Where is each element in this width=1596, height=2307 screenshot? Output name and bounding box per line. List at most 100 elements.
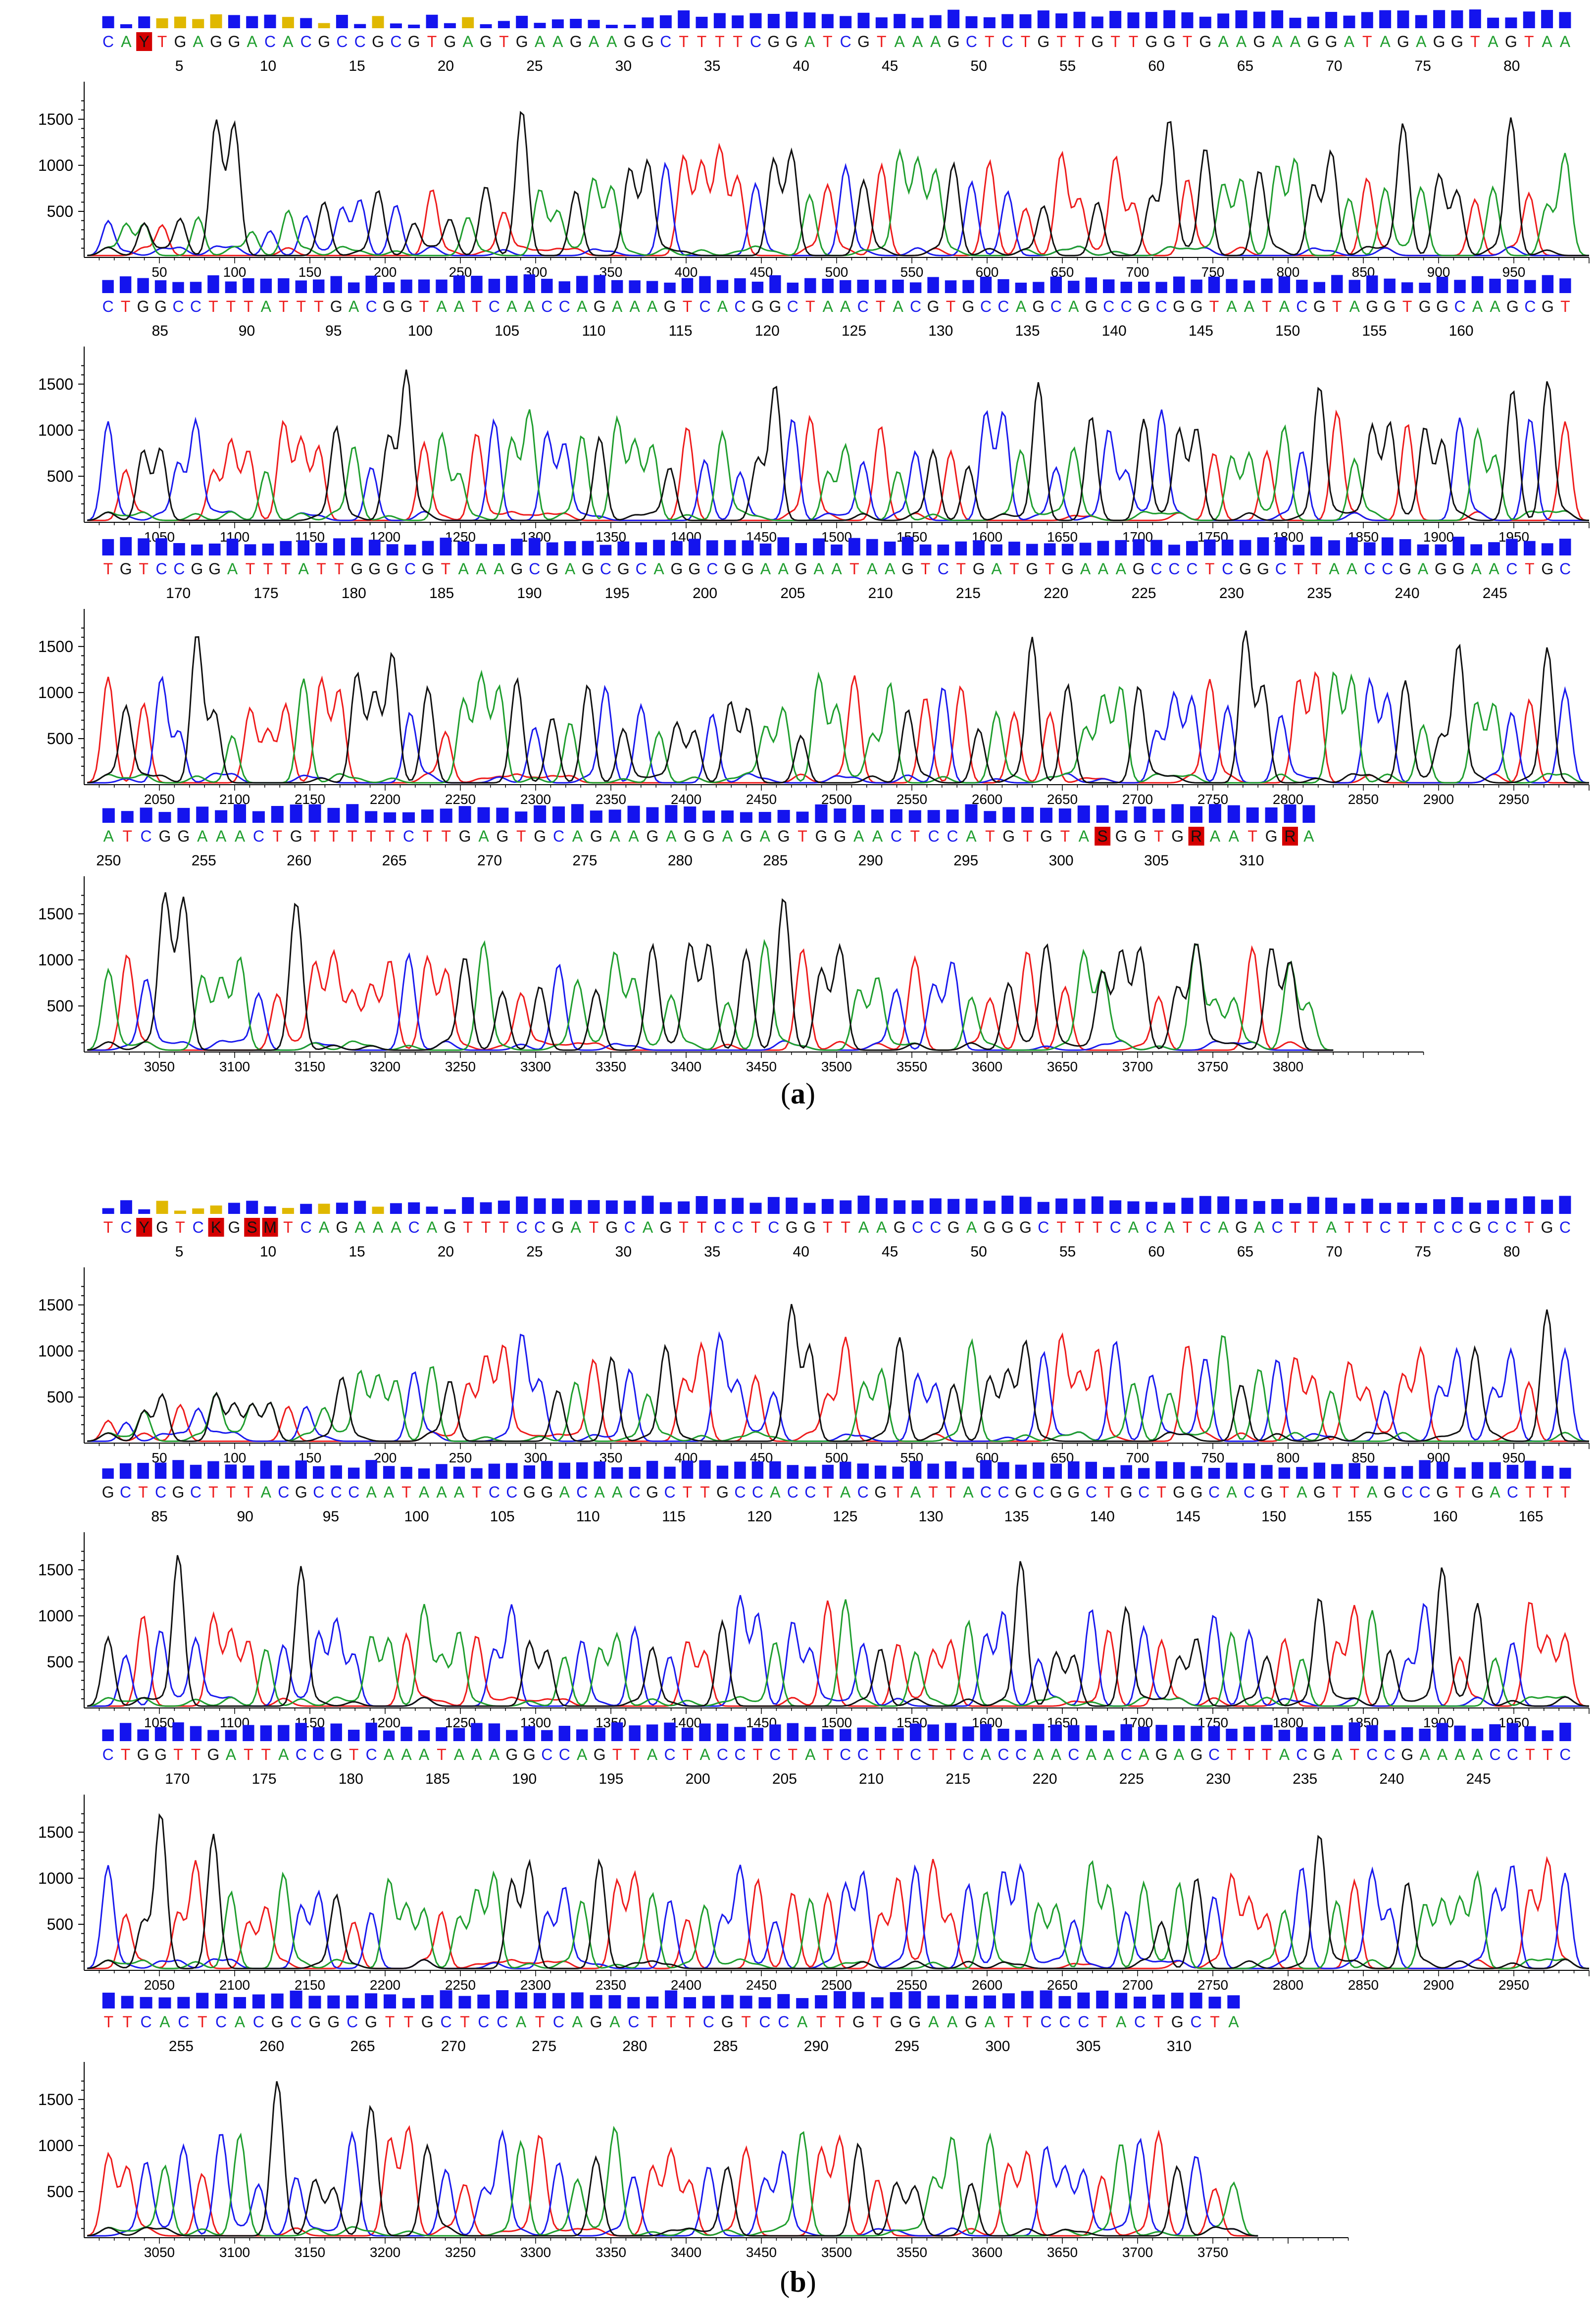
position-tick-label: 290 (804, 2038, 829, 2055)
x-tick-label: 1900 (1423, 529, 1454, 545)
position-tick-label: 295 (953, 853, 978, 869)
quality-bar (804, 1466, 816, 1479)
quality-bar (154, 1462, 167, 1479)
x-tick-label: 2950 (1498, 1977, 1529, 1993)
quality-bar (973, 540, 985, 555)
quality-bar (1293, 545, 1305, 555)
base-call: T (175, 1218, 185, 1236)
base-call: G (1173, 1483, 1185, 1501)
base-call: C (1156, 298, 1167, 315)
position-tick-label: 310 (1239, 853, 1264, 869)
x-tick-label: 2150 (295, 1977, 325, 1993)
base-call: A (606, 33, 617, 50)
base-call: A (647, 298, 658, 315)
base-call: A (1303, 827, 1314, 845)
position-tick-label: 225 (1119, 1771, 1144, 1787)
quality-bar (172, 1460, 184, 1479)
quality-bar (523, 1726, 536, 1741)
quality-bar (840, 16, 852, 28)
quality-bar (493, 544, 505, 555)
quality-bar (1489, 278, 1501, 293)
position-tick-label: 65 (1237, 1244, 1253, 1260)
quality-bar (1186, 541, 1198, 555)
x-tick-label: 2350 (596, 792, 626, 807)
base-call: A (463, 33, 474, 50)
quality-bar (1523, 1196, 1535, 1214)
quality-bar (1325, 1198, 1338, 1214)
quality-bar (207, 1730, 219, 1741)
base-call: C (102, 298, 114, 315)
quality-bar (909, 1461, 922, 1479)
quality-bar (716, 1723, 729, 1741)
quality-bar (1348, 1463, 1360, 1479)
quality-bar (702, 1996, 715, 2008)
base-call: C (1186, 560, 1197, 578)
quality-bar (1033, 282, 1045, 293)
quality-bar (308, 804, 321, 823)
base-call: T (788, 1746, 798, 1763)
position-tick-label: 160 (1449, 323, 1474, 339)
base-call: A (391, 1218, 401, 1236)
quality-bar (1058, 808, 1071, 823)
quality-bar (516, 15, 528, 28)
quality-bar (1379, 1203, 1392, 1214)
quality-bar (121, 1996, 134, 2008)
base-call: C (980, 298, 992, 315)
quality-bar (803, 12, 816, 28)
quality-bar (348, 1467, 360, 1479)
quality-bar (282, 17, 294, 28)
x-tick-label: 2250 (445, 1977, 476, 1993)
quality-bar (852, 804, 865, 823)
base-call: C (408, 1218, 420, 1236)
quality-bar (1073, 1199, 1086, 1214)
quality-bar (488, 279, 500, 293)
position-tick-label: 45 (882, 1244, 898, 1260)
position-tick-label: 210 (868, 585, 893, 602)
base-call: G (1436, 1483, 1448, 1501)
base-call: G (174, 33, 186, 50)
quality-bar (576, 1729, 588, 1741)
base-call: A (299, 560, 309, 578)
base-call: C (366, 298, 377, 315)
y-tick-label: 1000 (38, 2137, 73, 2155)
base-call: A (1437, 1746, 1448, 1763)
base-call: G (605, 1218, 618, 1236)
quality-bar (225, 1464, 237, 1479)
x-tick-label: 3550 (897, 2245, 927, 2260)
quality-bar (534, 805, 547, 823)
base-call: G (852, 2013, 865, 2031)
quality-bar (945, 280, 957, 293)
quality-bar (1138, 1726, 1150, 1741)
position-tick-label: 235 (1293, 1771, 1317, 1787)
base-call: G (386, 560, 399, 578)
position-tick-label: 250 (96, 853, 121, 869)
quality-bar (368, 540, 381, 555)
base-call: T (1543, 1483, 1553, 1501)
base-call: G (1452, 560, 1465, 578)
ambiguous-base-highlight (136, 32, 152, 51)
base-call: A (419, 1483, 430, 1501)
quality-bar (327, 1995, 340, 2008)
quality-bar (426, 14, 438, 28)
base-call: A (823, 298, 834, 315)
x-tick-label: 3350 (596, 2245, 626, 2260)
quality-bar (477, 1994, 490, 2008)
base-call: A (612, 298, 623, 315)
quality-bar (243, 1725, 254, 1741)
base-call: C (1050, 298, 1062, 315)
quality-bar (174, 1210, 186, 1214)
position-tick-label: 155 (1347, 1508, 1372, 1525)
quality-bar (137, 1729, 149, 1741)
quality-bar (1489, 1724, 1501, 1741)
base-call: A (227, 560, 238, 578)
quality-bar (458, 1996, 471, 2008)
position-tick-label: 120 (747, 1508, 772, 1525)
base-call: C (1151, 560, 1162, 578)
y-tick-label: 500 (47, 730, 73, 748)
quality-bar (713, 13, 726, 28)
quality-bar (215, 1993, 228, 2008)
base-call: C (1199, 1218, 1211, 1236)
base-call: T (683, 298, 693, 315)
quality-bar (590, 1995, 602, 2008)
